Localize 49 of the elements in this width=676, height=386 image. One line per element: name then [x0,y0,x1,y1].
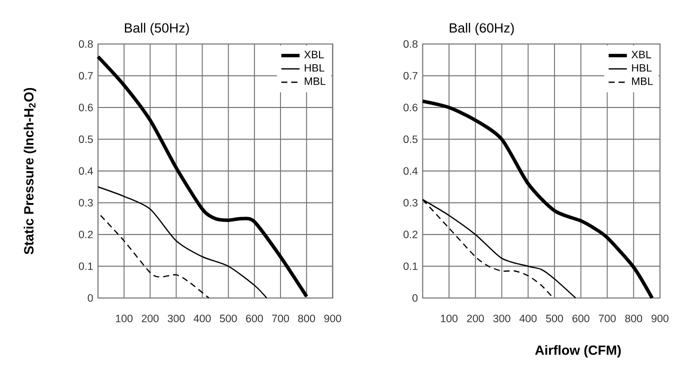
y-tick-label: 0.6 [78,104,93,112]
legend-label: HBL [632,64,652,72]
x-tick-label: 400 [194,314,211,322]
y-tick-label: 0 [88,294,93,302]
y-tick-label: 0 [412,294,418,302]
x-axis-title: Airflow (CFM) [535,345,621,358]
y-tick-label: 0.6 [404,104,418,112]
line-series [100,214,210,299]
y-tick-label: 0.2 [404,230,418,238]
x-tick-label: 700 [272,314,289,322]
line-series [420,99,654,300]
x-tick-label: 800 [625,314,642,322]
legend-label: XBL [304,50,324,58]
y-tick-label: 0.3 [404,198,418,207]
x-tick-label: 900 [324,314,342,322]
y-tick-label: 0.1 [404,262,418,270]
x-tick-label: 100 [116,314,133,322]
y-tick-label: 0.2 [78,230,93,238]
x-tick-label: 500 [220,314,237,322]
x-tick-label: 200 [467,314,484,322]
line-series [97,186,268,299]
y-tick-label: 0.4 [404,167,418,175]
legend-label: XBL [631,50,652,58]
chart-title: Ball (60Hz) [450,22,514,36]
x-tick-label: 600 [246,314,263,322]
y-tick-label: 0.8 [404,40,418,48]
y-tick-label: 0.7 [404,72,418,80]
x-tick-label: 700 [598,314,616,322]
x-tick-label: 600 [572,314,590,322]
x-tick-label: 200 [142,314,159,322]
chart-title: Ball (50Hz) [124,22,189,36]
y-tick-label: 0.5 [78,135,93,144]
x-tick-label: 800 [298,314,316,322]
y-axis-title: Static Pressure (Inch-H$_{2}$O) [24,88,36,254]
legend-label: HBL [304,64,324,72]
x-tick-label: 300 [168,314,185,322]
x-tick-label: 900 [652,314,668,322]
y-tick-label: 0.8 [78,40,93,48]
x-tick-label: 500 [546,314,563,322]
x-tick-label: 100 [440,314,458,322]
legend-label: MBL [304,78,326,85]
y-tick-label: 0.1 [78,262,93,270]
x-tick-label: 300 [493,314,510,322]
legend-label: MBL [632,78,653,85]
y-tick-label: 0.4 [78,167,93,175]
y-tick-label: 0.5 [404,135,418,144]
y-tick-label: 0.3 [78,198,93,207]
x-tick-label: 400 [519,314,537,322]
y-tick-label: 0.7 [78,72,93,80]
